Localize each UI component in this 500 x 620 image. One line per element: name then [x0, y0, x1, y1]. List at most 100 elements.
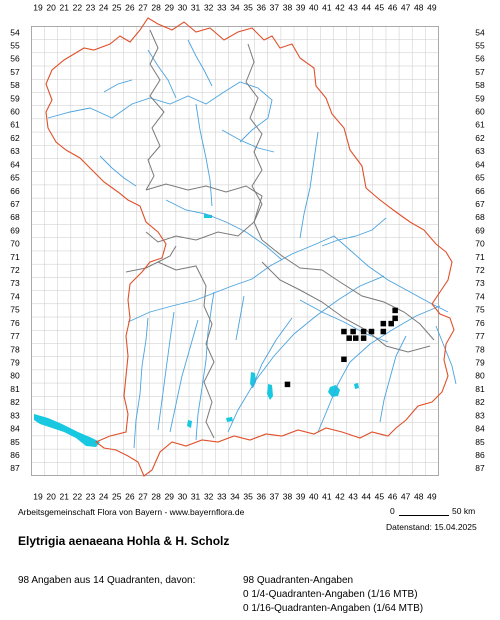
row-label: 78 — [475, 344, 485, 354]
occurrence-marker — [392, 307, 398, 314]
river-fraenk-saale — [103, 79, 133, 93]
species-title: Elytrigia aenaeana Hohla & H. Scholz — [18, 534, 230, 548]
row-label: 58 — [10, 80, 20, 90]
column-label: 35 — [243, 2, 253, 12]
occurrence-marker — [360, 328, 367, 335]
row-label: 76 — [475, 318, 485, 328]
column-label: 41 — [322, 2, 332, 12]
scale-start-label: 0 — [390, 506, 395, 516]
row-label: 67 — [475, 199, 485, 209]
river-lech — [195, 291, 215, 441]
column-label: 31 — [191, 2, 201, 12]
row-label: 75 — [475, 305, 485, 315]
row-label: 79 — [10, 358, 20, 368]
row-label: 77 — [10, 331, 20, 341]
column-label: 25 — [112, 2, 122, 12]
row-label: 59 — [475, 93, 485, 103]
occurrence-marker — [380, 320, 387, 327]
river-main — [47, 81, 273, 143]
column-label: 23 — [86, 2, 96, 12]
river-danube — [127, 235, 449, 323]
column-labels-bottom: 19 20 21 22 23 24 25 26 27 28 29 30 31 32 33 34 35 36 37 38… — [33, 491, 437, 501]
row-label: 70 — [10, 239, 20, 249]
column-label: 38 — [283, 491, 293, 501]
column-label: 24 — [99, 2, 109, 12]
row-label: 65 — [10, 173, 20, 183]
row-label: 56 — [10, 54, 20, 64]
column-label: 49 — [427, 2, 437, 12]
row-label: 66 — [10, 186, 20, 196]
column-label: 29 — [165, 2, 175, 12]
column-label: 44 — [362, 491, 372, 501]
column-label: 19 — [33, 491, 43, 501]
row-label: 61 — [10, 120, 20, 130]
column-label: 39 — [296, 2, 306, 12]
column-label: 19 — [33, 2, 43, 12]
column-label: 24 — [99, 491, 109, 501]
credit-text: Arbeitsgemeinschaft Flora von Bayern - w… — [18, 507, 245, 517]
occurrence-marker — [368, 328, 375, 335]
occurrence-markers — [284, 307, 398, 388]
river-regnitz — [195, 103, 213, 207]
lake-altmuehlsee — [204, 214, 212, 218]
column-label: 31 — [191, 491, 201, 501]
data-date-label: Datenstand: 15.04.2025 — [386, 522, 477, 532]
row-labels-right: 54 55 56 57 58 59 60 61 62 63 64 65 66 67 68 69 70 71 72 73… — [475, 27, 485, 473]
row-label: 61 — [475, 120, 485, 130]
row-label: 64 — [475, 159, 485, 169]
row-label: 69 — [10, 225, 20, 235]
row-label: 65 — [475, 173, 485, 183]
column-label: 20 — [46, 491, 56, 501]
map-grid — [31, 25, 439, 476]
occurrence-marker — [346, 335, 352, 341]
column-label: 38 — [283, 2, 293, 12]
column-label: 20 — [46, 2, 56, 12]
row-label: 56 — [475, 54, 485, 64]
river-isar — [227, 275, 385, 433]
column-label: 46 — [388, 491, 398, 501]
column-label: 47 — [401, 491, 411, 501]
column-label: 36 — [256, 491, 266, 501]
column-label: 28 — [151, 491, 161, 501]
row-label: 84 — [475, 424, 485, 434]
row-label: 87 — [475, 463, 485, 473]
column-label: 34 — [230, 2, 240, 12]
summary-counts: 98 Angaben aus 14 Quadranten, davon: — [18, 575, 196, 586]
row-label: 68 — [475, 212, 485, 222]
river-regen — [321, 217, 387, 247]
summary-quarter-quadrant-count: 0 1/4-Quadranten-Angaben (1/16 MTB) — [243, 589, 418, 600]
column-label: 48 — [414, 491, 424, 501]
row-label: 78 — [10, 344, 20, 354]
row-label: 79 — [475, 358, 485, 368]
row-label: 72 — [475, 265, 485, 275]
summary-quadrant-count: 98 Quadranten-Angaben — [243, 575, 354, 586]
column-label: 27 — [138, 2, 148, 12]
column-label: 47 — [401, 2, 411, 12]
river-amper — [251, 317, 293, 389]
row-label: 68 — [10, 212, 20, 222]
row-label: 71 — [475, 252, 485, 262]
scale-end-label: 50 km — [452, 506, 476, 516]
river-altmuehl — [165, 199, 283, 261]
occurrence-marker — [341, 328, 347, 335]
column-label: 49 — [427, 491, 437, 501]
row-label: 63 — [475, 146, 485, 156]
river-mindel — [157, 311, 175, 431]
column-label: 26 — [125, 2, 135, 12]
row-label: 59 — [10, 93, 20, 103]
row-label: 55 — [475, 40, 485, 50]
river-saale — [147, 49, 177, 99]
occurrence-marker — [350, 328, 356, 335]
row-label: 74 — [475, 291, 485, 301]
row-label: 85 — [10, 437, 20, 447]
row-label: 83 — [475, 410, 485, 420]
row-label: 57 — [475, 67, 485, 77]
row-label: 82 — [475, 397, 485, 407]
row-label: 80 — [475, 371, 485, 381]
river-paar — [235, 295, 245, 341]
column-label: 48 — [414, 2, 424, 12]
column-label: 27 — [138, 491, 148, 501]
lake-starnberger-see — [267, 384, 273, 400]
border-oberfranken-oberpfalz — [245, 43, 263, 241]
river-iller — [133, 317, 149, 449]
